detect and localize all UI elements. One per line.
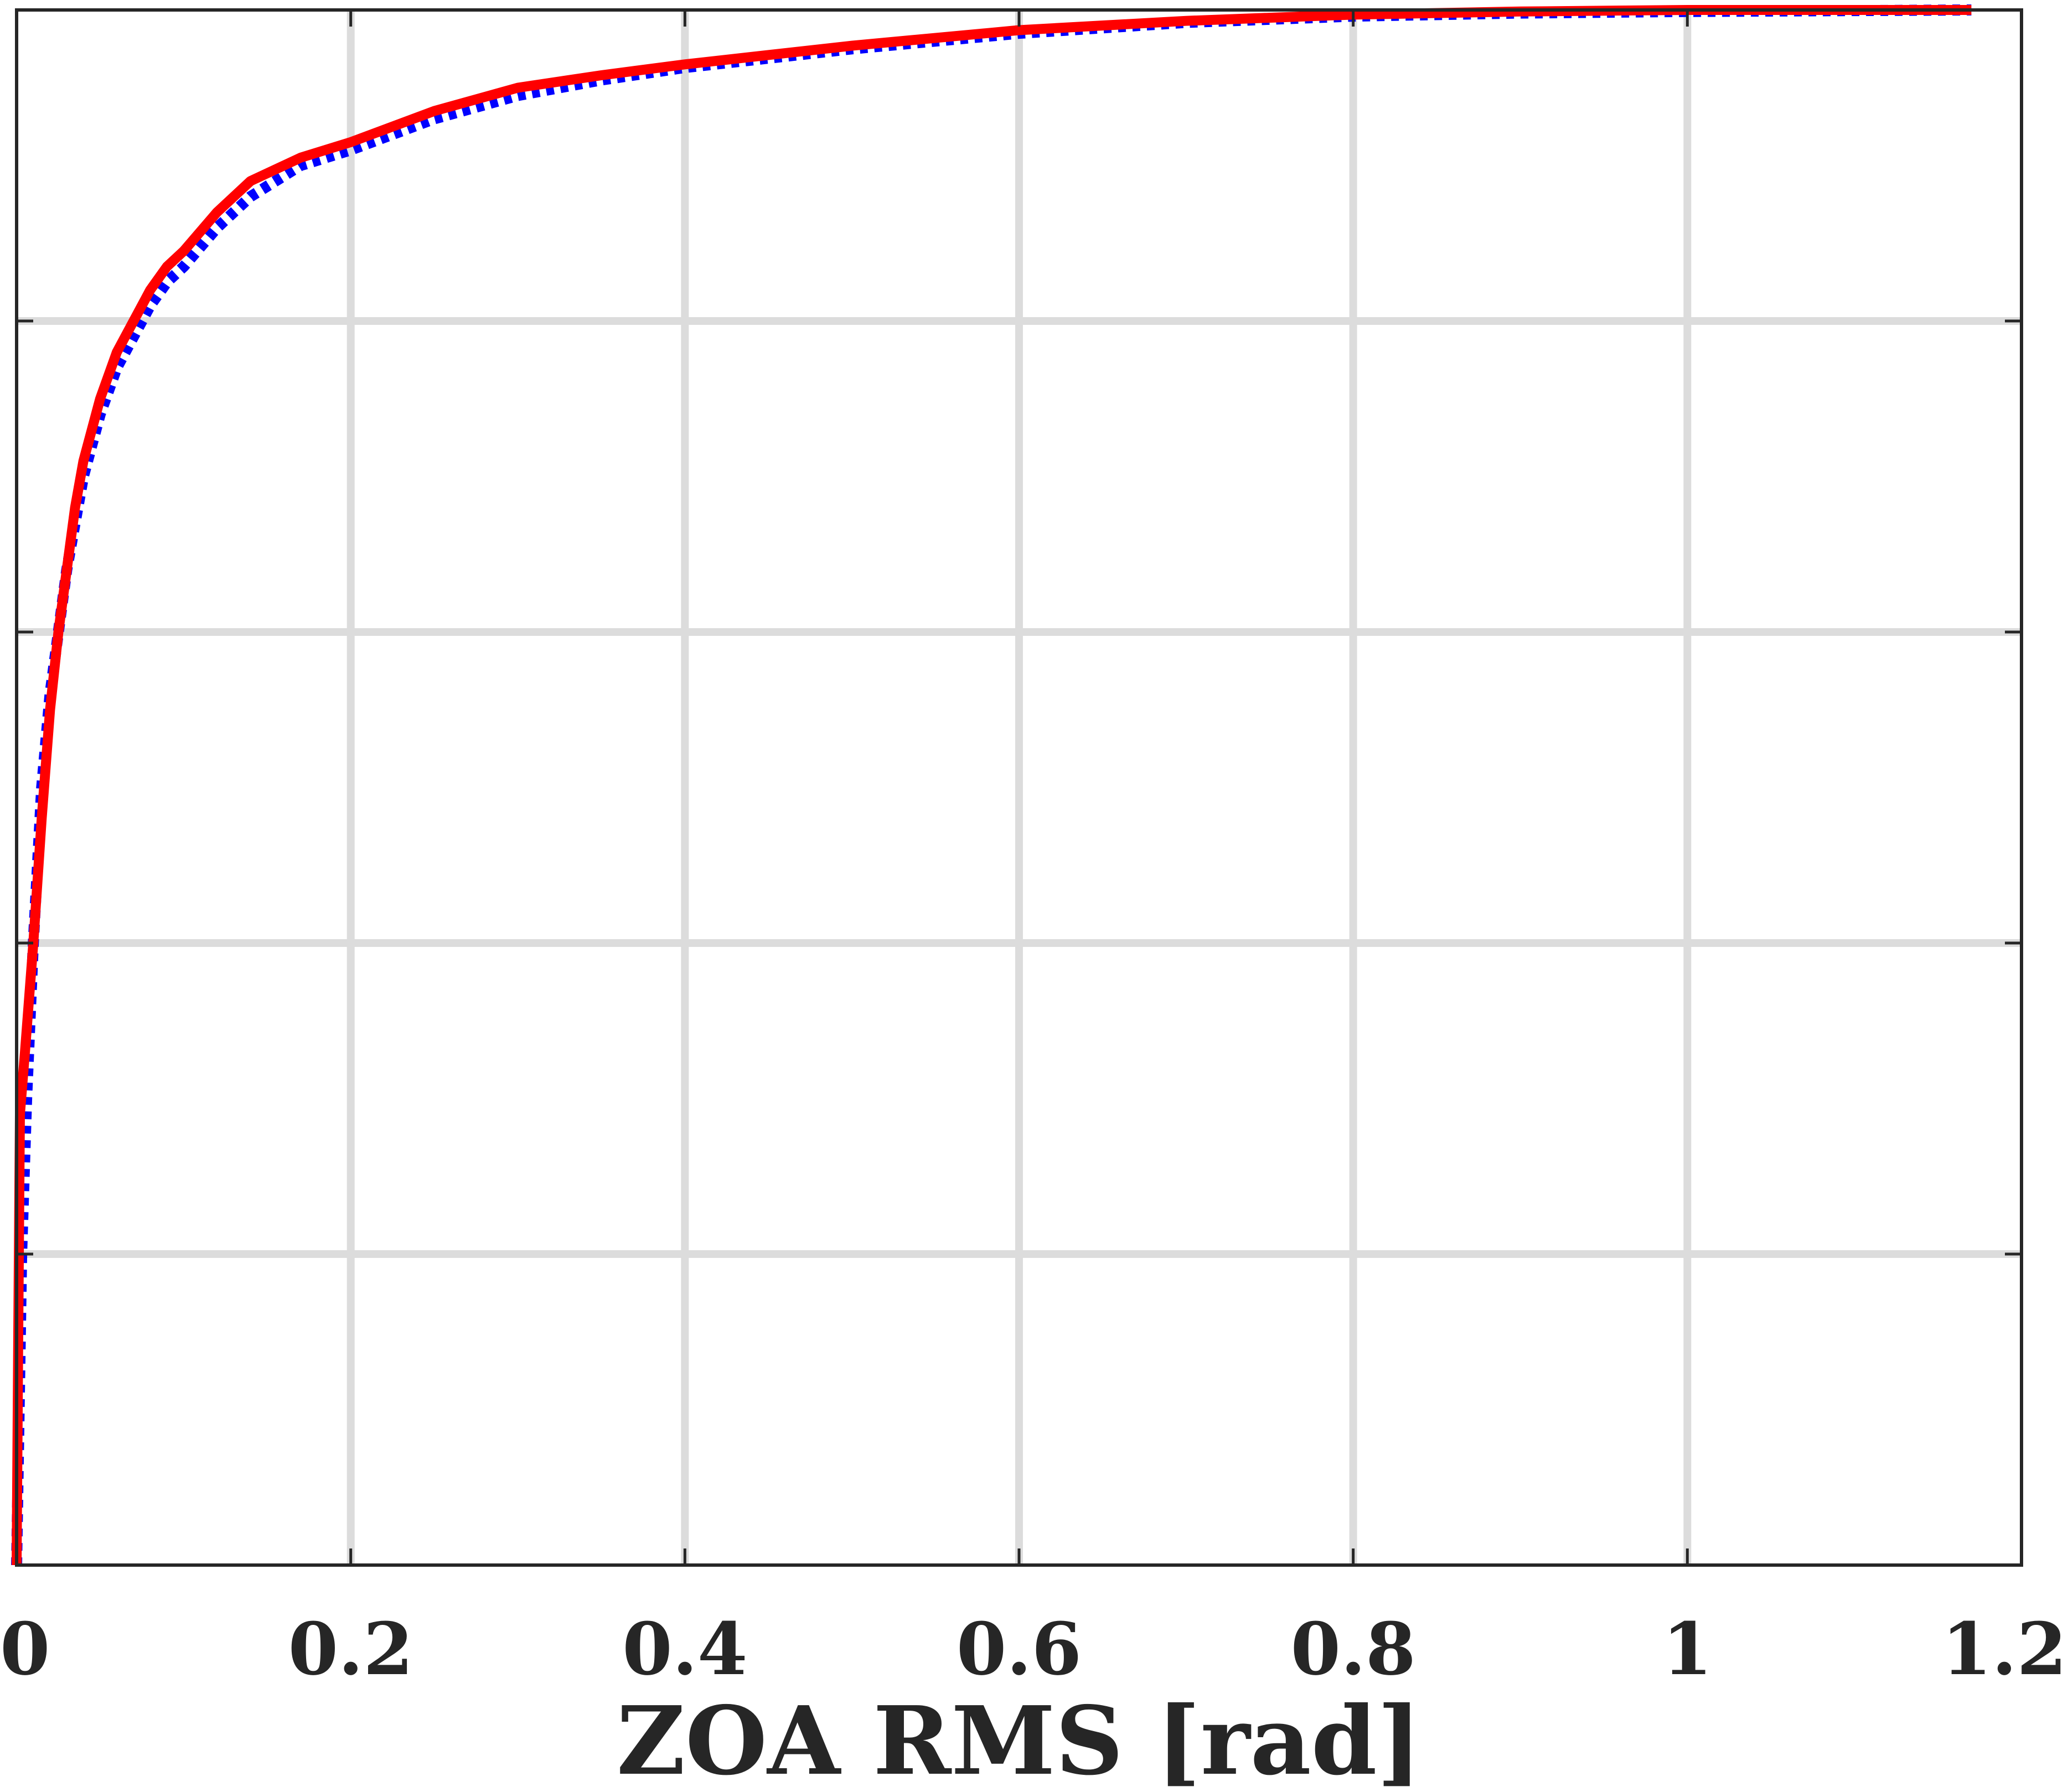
x-tick-label: 0.2	[288, 1607, 413, 1691]
series-line-solid-red	[12, 5, 1972, 1566]
x-tick-label: 1.2	[1942, 1607, 2067, 1691]
x-tick-label: 1	[1662, 1607, 1712, 1691]
x-tick-label: 0	[0, 1607, 50, 1691]
x-tick-label: 0.4	[622, 1607, 747, 1691]
grid-lines	[17, 10, 2022, 1565]
series-layer	[11, 4, 1972, 1566]
x-tick-label: 0.6	[957, 1607, 1082, 1691]
x-tick-label: 0.8	[1291, 1607, 1416, 1691]
tick-marks	[15, 8, 2023, 1567]
x-tick-labels: 0 0.2 0.4 0.6 0.8 1 1.2	[0, 1607, 2067, 1691]
x-axis-title: ZOA RMS [rad]	[617, 1686, 1421, 1792]
